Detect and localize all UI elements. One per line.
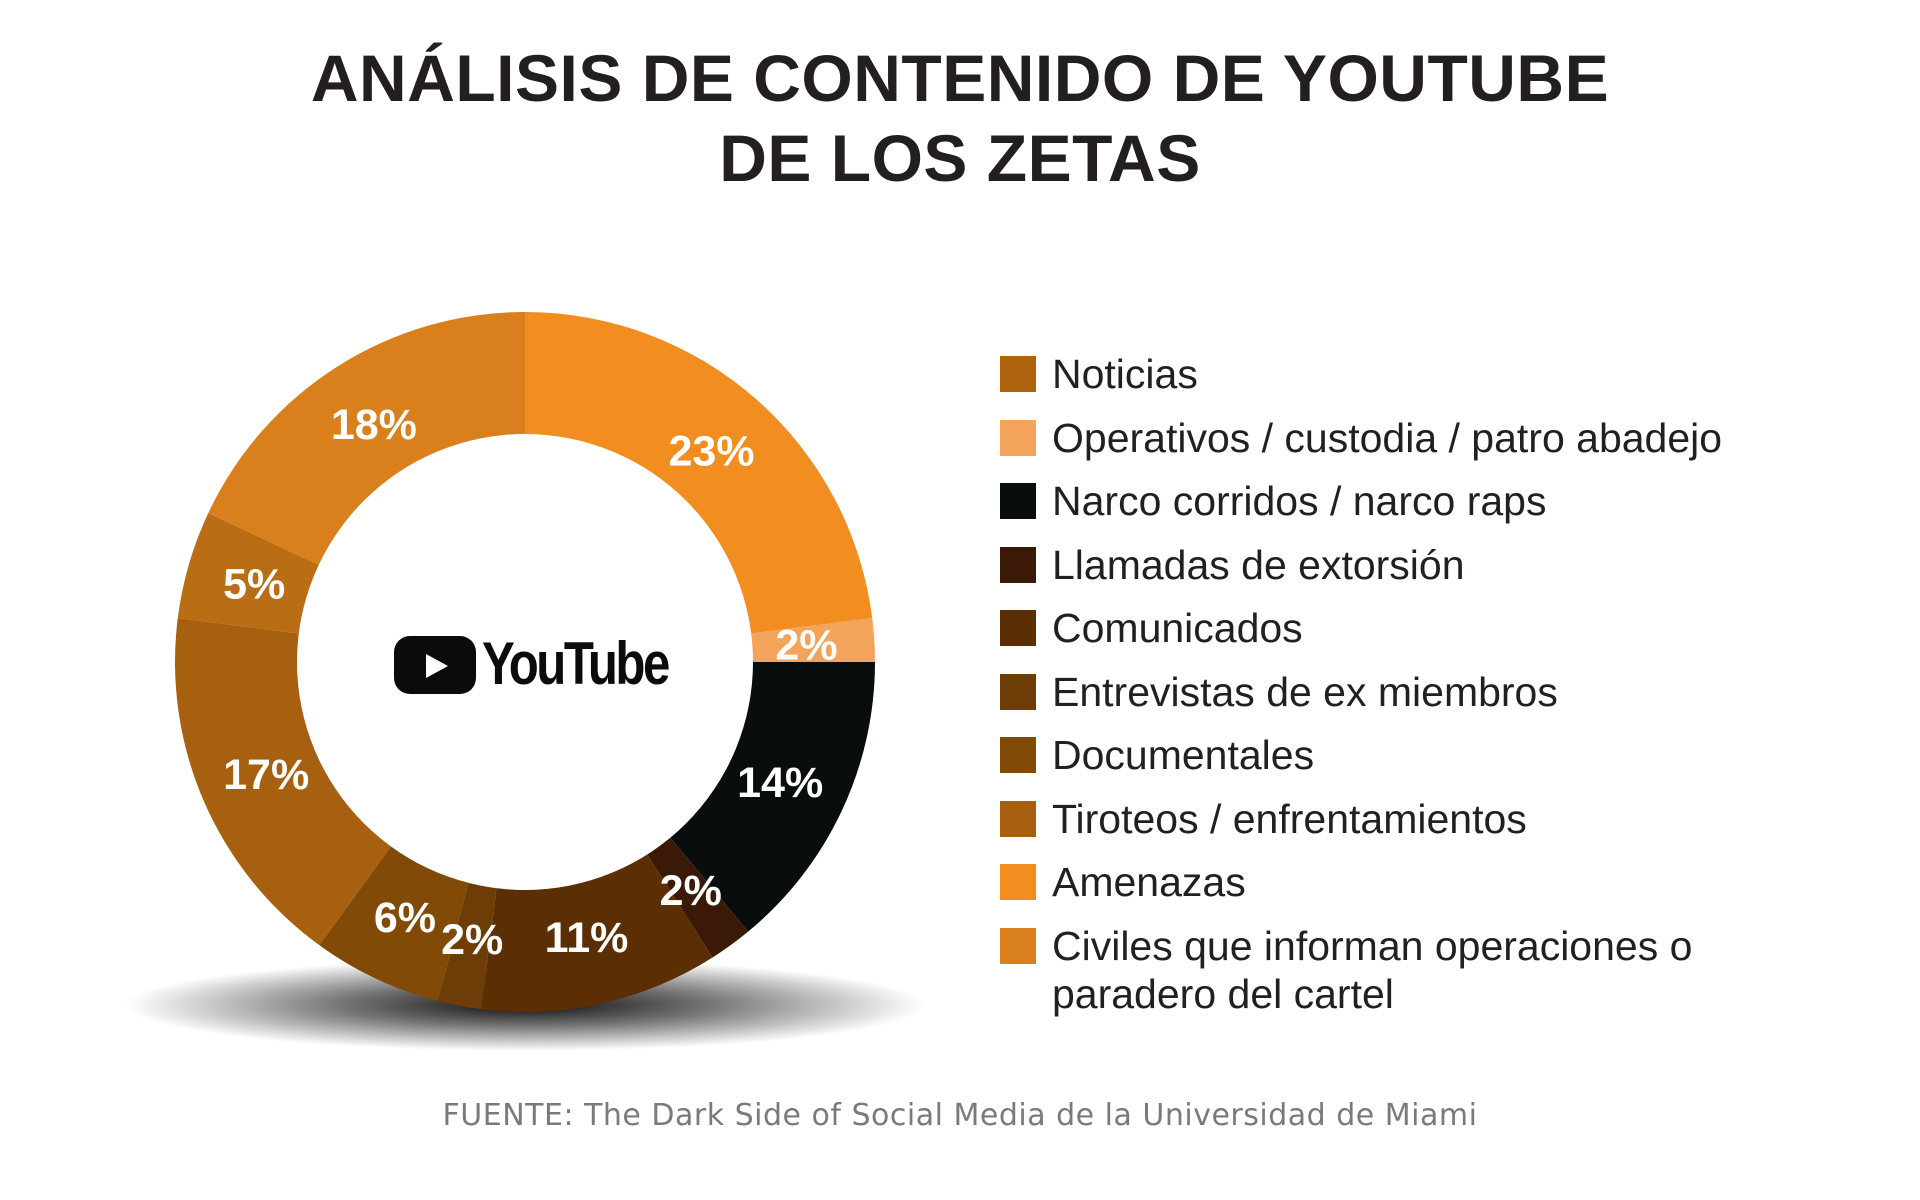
donut-percent-labels: 23%2%14%2%11%2%6%17%5%18% [223, 401, 837, 964]
donut-percent-label: 23% [668, 427, 754, 475]
donut-percent-label: 17% [223, 751, 309, 799]
legend-swatch [1000, 864, 1036, 900]
legend-swatch [1000, 927, 1036, 964]
donut-percent-label: 2% [660, 867, 722, 915]
donut-hole [297, 434, 753, 890]
chart-title-line-2: DE LOS ZETAS [719, 121, 1201, 195]
legend-label: Documentales [1052, 732, 1315, 778]
legend-swatch [1000, 673, 1036, 710]
donut-percent-label: 14% [737, 759, 823, 807]
legend-label: Tiroteos / enfrentamientos [1052, 795, 1527, 842]
legend-label: Narco corridos / narco raps [1052, 478, 1547, 524]
donut-percent-label: 11% [545, 914, 629, 962]
chart-title-line-1: ANÁLISIS DE CONTENIDO DE YOUTUBE [310, 41, 1610, 115]
legend-label: Noticias [1052, 351, 1198, 397]
legend-label: Entrevistas de ex miembros [1052, 668, 1558, 715]
legend-label: Operativos / custodia / patro abadejo [1052, 414, 1723, 461]
chart-title: ANÁLISIS DE CONTENIDO DE YOUTUBE DE LOS … [0, 38, 1920, 198]
youtube-play-icon [394, 636, 476, 694]
youtube-logo: YouTube [390, 622, 670, 702]
donut-percent-label: 2% [775, 621, 837, 669]
source-caption: FUENTE: The Dark Side of Social Media de… [442, 1098, 1478, 1133]
legend-label: Civiles que informan operaciones o parad… [1052, 922, 1693, 1017]
legend-label: Amenazas [1052, 859, 1246, 905]
legend-swatch [1000, 610, 1036, 646]
donut-percent-label: 5% [223, 560, 285, 608]
legend-swatch [1000, 737, 1036, 773]
legend-swatch [1000, 483, 1036, 519]
legend-label: Llamadas de extorsión [1052, 541, 1465, 588]
youtube-wordmark: YouTube [482, 630, 670, 697]
legend-swatch [1000, 800, 1036, 837]
donut-percent-label: 2% [441, 916, 503, 964]
legend-swatch [1000, 546, 1036, 583]
legend-swatch [1000, 356, 1036, 392]
donut-percent-label: 18% [331, 401, 417, 449]
legend-swatch [1000, 419, 1036, 456]
legend-label: Comunicados [1052, 605, 1303, 651]
donut-percent-label: 6% [374, 894, 436, 942]
